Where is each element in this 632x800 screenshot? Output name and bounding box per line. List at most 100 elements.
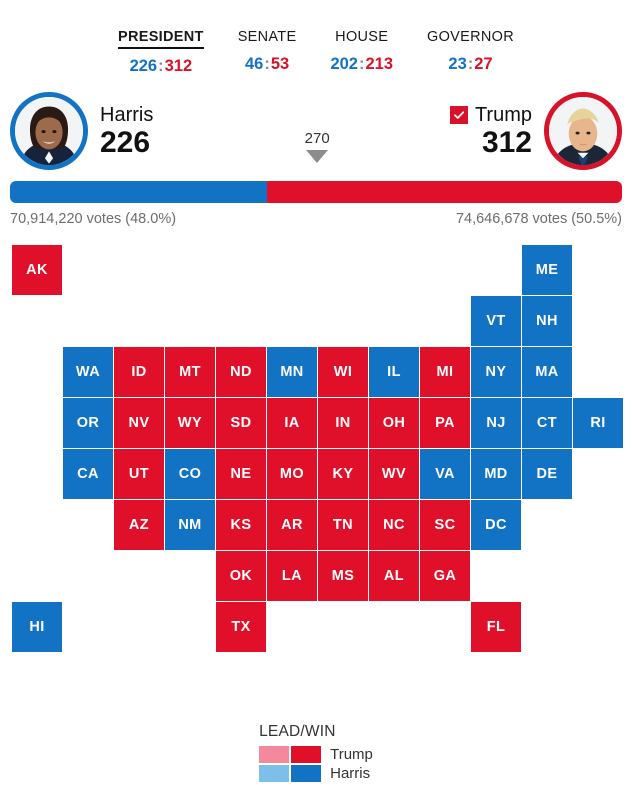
state-cell-ia[interactable]: IA [267,398,317,448]
threshold-arrow-icon [306,150,329,163]
state-cell-mn[interactable]: MN [267,347,317,397]
tab-governor-score: 23:27 [427,55,514,74]
state-cell-me[interactable]: ME [522,245,572,295]
harris-text: Harris 226 [100,104,153,159]
legend-title: LEAD/WIN [259,723,336,740]
state-cell-de[interactable]: DE [522,449,572,499]
tab-house-score: 202:213 [330,55,393,74]
tab-governor-label: GOVERNOR [427,29,514,45]
state-cell-fl[interactable]: FL [471,602,521,652]
tab-house[interactable]: HOUSE 202:213 [330,28,393,74]
state-cell-va[interactable]: VA [420,449,470,499]
winner-check-icon [449,106,468,125]
state-cell-ga[interactable]: GA [420,551,470,601]
tab-senate-rep-count: 53 [270,55,290,73]
harris-name-row: Harris [100,104,153,127]
legend-row-trump: Trump [259,746,373,763]
state-cell-il[interactable]: IL [369,347,419,397]
state-cell-sc[interactable]: SC [420,500,470,550]
tab-president-rep-count: 312 [164,57,193,75]
state-cell-or[interactable]: OR [63,398,113,448]
state-cell-wa[interactable]: WA [63,347,113,397]
legend-label-trump: Trump [330,746,373,763]
state-cell-mi[interactable]: MI [420,347,470,397]
state-cell-oh[interactable]: OH [369,398,419,448]
state-cell-wv[interactable]: WV [369,449,419,499]
state-cell-vt[interactable]: VT [471,296,521,346]
tab-house-label: HOUSE [335,29,389,45]
trump-name: Trump [474,103,532,126]
trump-name-row: Trump [449,103,532,127]
state-cell-ny[interactable]: NY [471,347,521,397]
state-cell-ne[interactable]: NE [216,449,266,499]
state-cell-id[interactable]: ID [114,347,164,397]
tab-governor-dem-count: 23 [448,55,467,73]
map-legend: LEAD/WIN Trump Harris [0,723,632,784]
state-cell-sd[interactable]: SD [216,398,266,448]
score-separator: : [467,55,474,73]
state-cell-nh[interactable]: NH [522,296,572,346]
legend-label-harris: Harris [330,765,371,782]
state-cell-az[interactable]: AZ [114,500,164,550]
tab-senate[interactable]: SENATE 46:53 [238,28,297,74]
candidate-trump[interactable]: Trump 312 [449,92,622,170]
threshold-label: 270 [304,130,330,147]
state-cell-md[interactable]: MD [471,449,521,499]
state-cell-tx[interactable]: TX [216,602,266,652]
state-cell-dc[interactable]: DC [471,500,521,550]
tab-governor[interactable]: GOVERNOR 23:27 [427,28,514,74]
tab-governor-rep-count: 27 [474,55,493,73]
state-cell-ky[interactable]: KY [318,449,368,499]
state-cell-wy[interactable]: WY [165,398,215,448]
state-cell-la[interactable]: LA [267,551,317,601]
state-cell-nd[interactable]: ND [216,347,266,397]
trump-avatar [544,92,622,170]
state-cell-wi[interactable]: WI [318,347,368,397]
state-cell-in[interactable]: IN [318,398,368,448]
state-cell-ct[interactable]: CT [522,398,572,448]
trump-popular-votes: 74,646,678 votes (50.5%) [455,211,622,227]
harris-avatar [10,92,88,170]
state-cell-ok[interactable]: OK [216,551,266,601]
trump-electoral-votes: 312 [481,125,532,159]
legend-row-harris: Harris [259,765,373,782]
state-cartogram: AK ME VT NH WA ID MT ND MN WI IL MI NY MA OR NV WY SD IA IN… [0,241,632,652]
harris-electoral-votes: 226 [100,125,151,159]
trump-text: Trump 312 [449,103,532,159]
popular-vote-row: 70,914,220 votes (48.0%) 74,646,678 vote… [10,211,622,227]
state-cell-mt[interactable]: MT [165,347,215,397]
state-cell-ms[interactable]: MS [318,551,368,601]
state-cell-co[interactable]: CO [165,449,215,499]
legend-swatch-harris-win [291,765,322,782]
tab-president-label: PRESIDENT [118,29,204,49]
state-cell-ar[interactable]: AR [267,500,317,550]
state-cell-ks[interactable]: KS [216,500,266,550]
electoral-vote-bar [10,181,622,203]
tab-senate-label: SENATE [237,29,297,45]
state-cell-ca[interactable]: CA [63,449,113,499]
harris-popular-votes: 70,914,220 votes (48.0%) [10,211,177,227]
state-cell-pa[interactable]: PA [420,398,470,448]
candidate-harris[interactable]: Harris 226 [10,92,153,170]
legend-swatch-trump-lead [259,746,290,763]
state-cell-nv[interactable]: NV [114,398,164,448]
state-cell-ma[interactable]: MA [522,347,572,397]
state-cell-nc[interactable]: NC [369,500,419,550]
state-cell-nj[interactable]: NJ [471,398,521,448]
tab-president-score: 226:312 [118,57,204,76]
tab-president[interactable]: PRESIDENT 226:312 [118,28,204,76]
state-cell-al[interactable]: AL [369,551,419,601]
state-cell-ut[interactable]: UT [114,449,164,499]
harris-name: Harris [100,103,154,126]
state-cell-ak[interactable]: AK [12,245,62,295]
state-cell-tn[interactable]: TN [318,500,368,550]
tab-senate-dem-count: 46 [244,55,264,73]
candidates-row: Harris 226 270 Trump 312 [0,92,632,177]
tab-president-dem-count: 226 [129,57,158,75]
state-cell-ri[interactable]: RI [573,398,623,448]
state-cell-hi[interactable]: HI [12,602,62,652]
state-cell-nm[interactable]: NM [165,500,215,550]
legend-swatch-harris-lead [259,765,290,782]
state-cell-mo[interactable]: MO [267,449,317,499]
